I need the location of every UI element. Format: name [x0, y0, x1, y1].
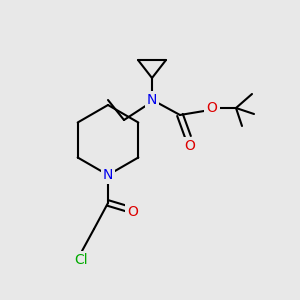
Text: O: O: [207, 101, 218, 115]
Text: Cl: Cl: [74, 253, 88, 267]
Text: O: O: [184, 139, 195, 153]
Text: O: O: [184, 139, 195, 153]
Text: N: N: [147, 93, 157, 107]
Text: N: N: [103, 168, 113, 182]
Text: O: O: [128, 205, 138, 219]
Text: O: O: [207, 101, 218, 115]
Text: N: N: [147, 93, 157, 107]
Text: O: O: [128, 205, 138, 219]
Text: Cl: Cl: [74, 253, 88, 267]
Text: N: N: [103, 168, 113, 182]
